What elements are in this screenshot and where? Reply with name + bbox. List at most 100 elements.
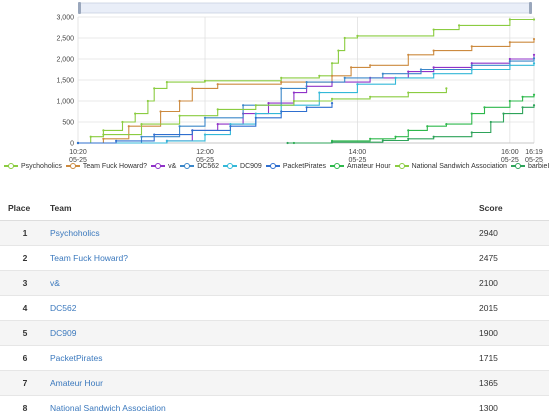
table-header-row: Place Team Score <box>0 196 549 221</box>
data-point <box>344 77 346 79</box>
data-point <box>433 73 435 75</box>
data-point <box>533 18 535 20</box>
place-cell: 5 <box>0 321 42 346</box>
team-link[interactable]: Psychoholics <box>50 228 100 238</box>
legend-item[interactable]: Amateur Hour <box>330 162 391 170</box>
data-point <box>147 100 149 102</box>
data-point <box>471 64 473 66</box>
team-link[interactable]: PacketPirates <box>50 353 102 363</box>
x-tick-time-label: 16:00 <box>501 149 519 156</box>
range-slider[interactable] <box>78 2 532 14</box>
data-point <box>115 140 117 142</box>
data-point <box>509 41 511 43</box>
legend-item[interactable]: DC909 <box>223 162 262 170</box>
data-point <box>533 62 535 64</box>
legend-item[interactable]: National Sandwich Association <box>395 162 507 170</box>
place-cell: 4 <box>0 296 42 321</box>
range-slider-track[interactable] <box>79 3 531 13</box>
data-point <box>166 140 168 142</box>
data-point <box>382 139 384 141</box>
series-line <box>78 55 534 143</box>
team-link[interactable]: Team Fuck Howard? <box>50 253 128 263</box>
data-point <box>191 87 193 89</box>
data-point <box>77 142 79 144</box>
series-4 <box>77 62 535 144</box>
data-point <box>433 66 435 68</box>
data-point <box>331 75 333 77</box>
range-slider-handle-left[interactable] <box>78 2 81 14</box>
data-point <box>280 87 282 89</box>
range-slider-handle-right[interactable] <box>529 2 532 14</box>
data-point <box>445 87 447 89</box>
data-point <box>471 68 473 70</box>
series-line <box>78 63 534 143</box>
data-point <box>426 125 428 127</box>
data-point <box>521 96 523 98</box>
data-point <box>407 138 409 140</box>
data-point <box>102 134 104 136</box>
team-header: Team <box>42 196 471 221</box>
data-point <box>191 129 193 131</box>
data-point <box>521 106 523 108</box>
table-row: 5 DC909 1900 <box>0 321 549 346</box>
data-point <box>280 77 282 79</box>
data-point <box>166 81 168 83</box>
data-point <box>509 18 511 20</box>
x-tick-time-label: 10:20 <box>69 149 87 156</box>
data-point <box>533 54 535 56</box>
data-point <box>90 136 92 138</box>
data-point <box>509 60 511 62</box>
legend-label: Psychoholics <box>21 163 62 170</box>
team-link[interactable]: v& <box>50 278 60 288</box>
data-point <box>502 113 504 115</box>
team-link[interactable]: DC909 <box>50 328 76 338</box>
team-link[interactable]: National Sandwich Association <box>50 403 166 413</box>
place-cell: 1 <box>0 221 42 246</box>
legend-item[interactable]: Team Fuck Howard? <box>66 162 147 170</box>
data-point <box>471 62 473 64</box>
data-point <box>179 115 181 117</box>
score-cell: 1900 <box>471 321 549 346</box>
score-cell: 1715 <box>471 346 549 371</box>
team-cell: v& <box>42 271 471 296</box>
place-cell: 6 <box>0 346 42 371</box>
series-2 <box>77 54 535 144</box>
legend-label: National Sandwich Association <box>412 163 507 170</box>
data-point <box>433 136 435 138</box>
data-point <box>280 110 282 112</box>
data-point <box>217 123 219 125</box>
score-cell: 1365 <box>471 371 549 396</box>
y-tick-label: 0 <box>70 141 74 148</box>
legend-item[interactable]: v& <box>151 162 176 170</box>
legend-swatch-icon <box>330 162 344 170</box>
x-axis: 10:2005-2512:0005-2514:0005-2516:0005-25… <box>69 143 543 164</box>
data-point <box>509 64 511 66</box>
data-point <box>204 80 206 82</box>
data-point <box>344 37 346 39</box>
team-link[interactable]: DC562 <box>50 303 76 313</box>
data-point <box>159 110 161 112</box>
legend-item[interactable]: PacketPirates <box>266 162 326 170</box>
data-point <box>242 104 244 106</box>
data-point <box>255 113 257 115</box>
data-point <box>433 50 435 52</box>
score-cell: 1300 <box>471 396 549 420</box>
data-point <box>140 136 142 138</box>
legend-item[interactable]: DC562 <box>180 162 219 170</box>
team-link[interactable]: Amateur Hour <box>50 378 103 388</box>
data-point <box>356 35 358 37</box>
data-point <box>134 113 136 115</box>
data-point <box>533 104 535 106</box>
legend-item[interactable]: barbieInMalibu <box>511 162 549 170</box>
data-point <box>179 125 181 127</box>
legend-item[interactable]: Psychoholics <box>4 162 62 170</box>
team-cell: PacketPirates <box>42 346 471 371</box>
data-point <box>318 92 320 94</box>
data-point <box>293 100 295 102</box>
